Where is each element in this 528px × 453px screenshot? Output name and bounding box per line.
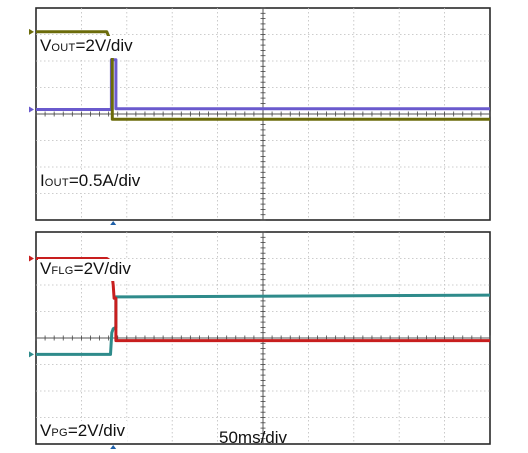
vpg-label-main: V (40, 421, 52, 440)
vout-label-main: V (40, 36, 52, 55)
iout-scale-label: IOUT=0.5A/div (38, 171, 143, 193)
vout-scale-label: VOUT=2V/div (38, 36, 135, 58)
iout-label-sub: OUT (44, 177, 69, 189)
vout-label-sub: OUT (51, 42, 76, 54)
trigger-marker (110, 221, 117, 225)
vflg-label-tail: =2V/div (73, 259, 131, 278)
vpg-label-sub: PG (51, 427, 68, 439)
iout-label-main: I (40, 171, 45, 190)
marker-iout (29, 106, 34, 113)
vpg-label-tail: =2V/div (67, 421, 126, 440)
trace-vpg (36, 257, 490, 343)
vflg-scale-label: VFLG=2V/div (38, 259, 133, 281)
marker-vout (29, 28, 34, 35)
vpg-scale-label: VPG=2V/div (38, 421, 128, 443)
time-scale-label: 50ms/div (219, 428, 288, 447)
vout-label-tail: =2V/div (75, 36, 133, 55)
trigger-marker (110, 445, 117, 449)
marker-vpg (29, 255, 34, 262)
marker-vflg (29, 351, 34, 358)
iout-label-tail: =0.5A/div (68, 171, 141, 190)
vflg-label-sub: FLG (51, 265, 74, 277)
vflg-label-main: V (40, 259, 52, 278)
